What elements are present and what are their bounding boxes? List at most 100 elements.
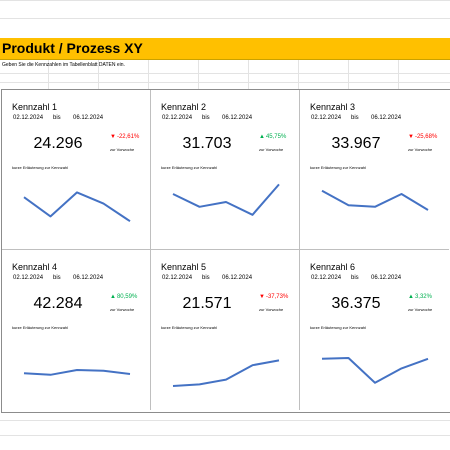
kpi-date-range: 02.12.2024 bis 06.12.2024 (162, 275, 252, 281)
kpi-compare-label: zur Vorwoche (259, 147, 284, 152)
kpi-date-from: 02.12.2024 (13, 275, 44, 281)
grid-line (0, 420, 450, 421)
kpi-note: kurze Erläuterung zur Kennzahl (12, 325, 69, 330)
kpi-date-from: 02.12.2024 (311, 275, 342, 281)
instruction-text[interactable]: Geben Sie die Kennzahlen im Tabellenblat… (2, 62, 125, 68)
kpi-card[interactable]: Kennzahl 4 02.12.2024 bis 06.12.2024 42.284 ▲… (2, 250, 151, 410)
kpi-change: ▼-25,68% (408, 134, 437, 140)
kpi-sparkline (23, 191, 131, 223)
kpi-date-separator: bis (53, 275, 61, 281)
kpi-change: ▲3,32% (408, 294, 432, 300)
kpi-date-separator: bis (351, 275, 359, 281)
kpi-note: kurze Erläuterung zur Kennzahl (161, 325, 218, 330)
kpi-change: ▼-37,73% (259, 294, 288, 300)
kpi-note: kurze Erläuterung zur Kennzahl (310, 325, 367, 330)
sparkline-series (23, 369, 131, 376)
kpi-value: 36.375 (331, 295, 381, 312)
kpi-value: 42.284 (33, 295, 83, 312)
kpi-compare-label: zur Vorwoche (408, 307, 433, 312)
kpi-date-from: 02.12.2024 (162, 275, 193, 281)
kpi-name: Kennzahl 5 (161, 262, 207, 272)
kpi-note: kurze Erläuterung zur Kennzahl (310, 165, 367, 170)
grid-line (0, 435, 450, 436)
kpi-value: 21.571 (182, 295, 232, 312)
kpi-name: Kennzahl 1 (12, 102, 58, 112)
kpi-sparkline (172, 183, 280, 216)
arrow-down-icon: ▼ (259, 294, 265, 300)
arrow-up-icon: ▲ (408, 294, 414, 300)
grid-line (198, 58, 199, 90)
kpi-compare-label: zur Vorwoche (110, 147, 135, 152)
kpi-note: kurze Erläuterung zur Kennzahl (12, 165, 69, 170)
kpi-name: Kennzahl 3 (310, 102, 356, 112)
arrow-up-icon: ▲ (259, 134, 265, 140)
grid-line (298, 58, 299, 90)
kpi-date-range: 02.12.2024 bis 06.12.2024 (311, 115, 401, 121)
kpi-change-value: 80,59% (116, 294, 138, 300)
kpi-change-value: -37,73% (265, 294, 289, 300)
kpi-card[interactable]: Kennzahl 5 02.12.2024 bis 06.12.2024 21.571 ▼… (151, 250, 300, 410)
kpi-change-value: 45,75% (265, 134, 287, 140)
kpi-change: ▲45,75% (259, 134, 286, 140)
grid-line (348, 58, 349, 90)
kpi-date-to: 06.12.2024 (371, 275, 402, 281)
kpi-sparkline (23, 369, 131, 376)
kpi-name: Kennzahl 2 (161, 102, 207, 112)
kpi-sparkline (172, 359, 280, 387)
kpi-date-to: 06.12.2024 (222, 115, 253, 121)
sparkline-series (321, 189, 429, 211)
kpi-note: kurze Erläuterung zur Kennzahl (161, 165, 218, 170)
kpi-date-range: 02.12.2024 bis 06.12.2024 (13, 275, 103, 281)
kpi-date-from: 02.12.2024 (162, 115, 193, 121)
grid-line (398, 58, 399, 90)
grid-line (98, 58, 99, 90)
kpi-date-to: 06.12.2024 (222, 275, 253, 281)
kpi-compare-label: zur Vorwoche (259, 307, 284, 312)
kpi-date-range: 02.12.2024 bis 06.12.2024 (13, 115, 103, 121)
kpi-change-value: -25,68% (414, 134, 438, 140)
kpi-value: 31.703 (182, 135, 232, 152)
arrow-down-icon: ▼ (110, 134, 116, 140)
kpi-card[interactable]: Kennzahl 3 02.12.2024 bis 06.12.2024 33.967 ▼… (300, 90, 449, 250)
kpi-dashboard: Kennzahl 1 02.12.2024 bis 06.12.2024 24.296 ▼… (1, 89, 450, 413)
kpi-date-to: 06.12.2024 (73, 275, 104, 281)
grid-line (0, 73, 450, 74)
kpi-compare-label: zur Vorwoche (408, 147, 433, 152)
kpi-date-separator: bis (53, 115, 61, 121)
kpi-change-value: 3,32% (414, 294, 432, 300)
kpi-change: ▲80,59% (110, 294, 137, 300)
kpi-date-to: 06.12.2024 (371, 115, 402, 121)
sparkline-series (321, 357, 429, 384)
kpi-sparkline (321, 189, 429, 211)
kpi-compare-label: zur Vorwoche (110, 307, 135, 312)
kpi-card[interactable]: Kennzahl 6 02.12.2024 bis 06.12.2024 36.375 ▲… (300, 250, 449, 410)
arrow-up-icon: ▲ (110, 294, 116, 300)
sparkline-series (172, 359, 280, 387)
kpi-date-from: 02.12.2024 (13, 115, 44, 121)
sparkline-series (23, 191, 131, 223)
kpi-date-separator: bis (202, 275, 210, 281)
kpi-card[interactable]: Kennzahl 1 02.12.2024 bis 06.12.2024 24.296 ▼… (2, 90, 151, 250)
kpi-card[interactable]: Kennzahl 2 02.12.2024 bis 06.12.2024 31.703 ▲… (151, 90, 300, 250)
kpi-date-range: 02.12.2024 bis 06.12.2024 (162, 115, 252, 121)
kpi-value: 33.967 (331, 135, 381, 152)
grid-line (48, 58, 49, 90)
sparkline-series (172, 183, 280, 216)
grid-line (0, 82, 450, 83)
grid-line (0, 0, 450, 1)
kpi-date-to: 06.12.2024 (73, 115, 104, 121)
kpi-date-separator: bis (351, 115, 359, 121)
grid-line (248, 58, 249, 90)
grid-line (148, 58, 149, 90)
title-bar[interactable]: Produkt / Prozess XY (0, 38, 450, 60)
kpi-sparkline (321, 357, 429, 384)
kpi-name: Kennzahl 6 (310, 262, 356, 272)
kpi-date-range: 02.12.2024 bis 06.12.2024 (311, 275, 401, 281)
kpi-value: 24.296 (33, 135, 83, 152)
grid-line (0, 18, 450, 19)
kpi-name: Kennzahl 4 (12, 262, 58, 272)
kpi-date-separator: bis (202, 115, 210, 121)
kpi-change: ▼-22,61% (110, 134, 139, 140)
kpi-change-value: -22,61% (116, 134, 140, 140)
page-title[interactable]: Produkt / Prozess XY (2, 40, 143, 56)
